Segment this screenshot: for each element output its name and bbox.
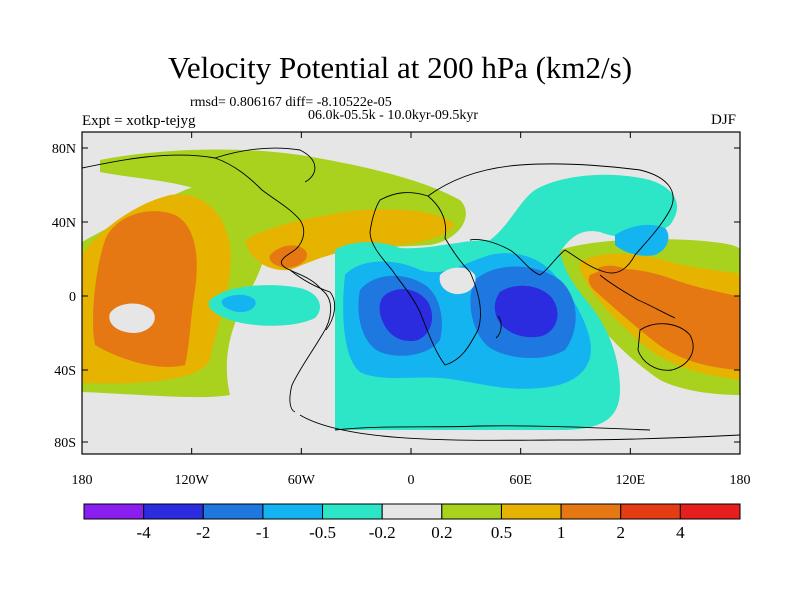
colorbar-box: [560, 503, 622, 520]
lon-tick-label: 180: [730, 473, 751, 488]
region-caribbean-positive-strong: [269, 245, 308, 268]
region-indian-negative-core: [494, 285, 558, 338]
colorbar-box: [441, 503, 502, 520]
colorbar-label: 1: [557, 523, 566, 542]
colorbar-label: 0.5: [491, 523, 512, 542]
lon-tick-label: 120W: [175, 473, 210, 488]
colorbar-box: [262, 503, 324, 520]
lat-tick-label: 40S: [54, 364, 76, 379]
region-sahara-neutral: [439, 267, 476, 295]
plot-title: Velocity Potential at 200 hPa (km2/s): [167, 50, 633, 85]
lon-tick-label: 180: [72, 473, 93, 488]
colorbar: -4 -2 -1 -0.5 -0.2 0.2 0.5 1 2 4: [83, 503, 741, 542]
axis-ticks: 80N 40N 0 40S 80S 180 120W 60W 0 60E 120E 180: [52, 132, 751, 488]
lon-tick-label: 60E: [509, 473, 532, 488]
region-samerica-negative-mid: [221, 294, 256, 313]
region-congo-negative-core: [379, 289, 433, 342]
lat-tick-label: 40N: [52, 216, 76, 231]
colorbar-box: [143, 503, 204, 520]
lat-tick-label: 80S: [54, 436, 76, 451]
colorbar-box: [322, 503, 383, 520]
colorbar-box: [620, 503, 681, 520]
season-label: DJF: [711, 112, 737, 128]
colorbar-box: [83, 503, 145, 520]
lon-tick-label: 120E: [616, 473, 646, 488]
coastlines: [82, 147, 740, 441]
lon-tick-label: 0: [408, 473, 415, 488]
period-label: 06.0k-05.5k - 10.0kyr-09.5kyr: [308, 108, 479, 123]
colorbar-label: -1: [256, 523, 270, 542]
colorbar-box: [679, 503, 741, 520]
colorbar-box: [202, 503, 264, 520]
lat-tick-label: 0: [69, 290, 76, 305]
region-pacific-neutral-hole: [109, 303, 155, 333]
colorbar-label: -2: [196, 523, 210, 542]
colorbar-label: 4: [676, 523, 685, 542]
lon-tick-label: 60W: [288, 473, 316, 488]
colorbar-label: -0.5: [309, 523, 336, 542]
colorbar-label: -0.2: [369, 523, 396, 542]
colorbar-box: [500, 503, 562, 520]
region-maritime-positive-intense: [598, 265, 644, 301]
experiment-label: Expt = xotkp-tejyg: [82, 113, 196, 129]
colorbar-label: 2: [616, 523, 625, 542]
contour-fill: [82, 132, 740, 454]
colorbar-box: [381, 503, 443, 520]
region-asia-negative-mid: [615, 224, 669, 256]
stats-line: rmsd= 0.806167 diff= -8.10522e-05: [190, 95, 392, 110]
colorbar-label: 0.2: [431, 523, 452, 542]
lat-tick-label: 80N: [52, 142, 76, 157]
colorbar-label: -4: [137, 523, 152, 542]
region-pacific-positive-strong: [93, 211, 197, 368]
